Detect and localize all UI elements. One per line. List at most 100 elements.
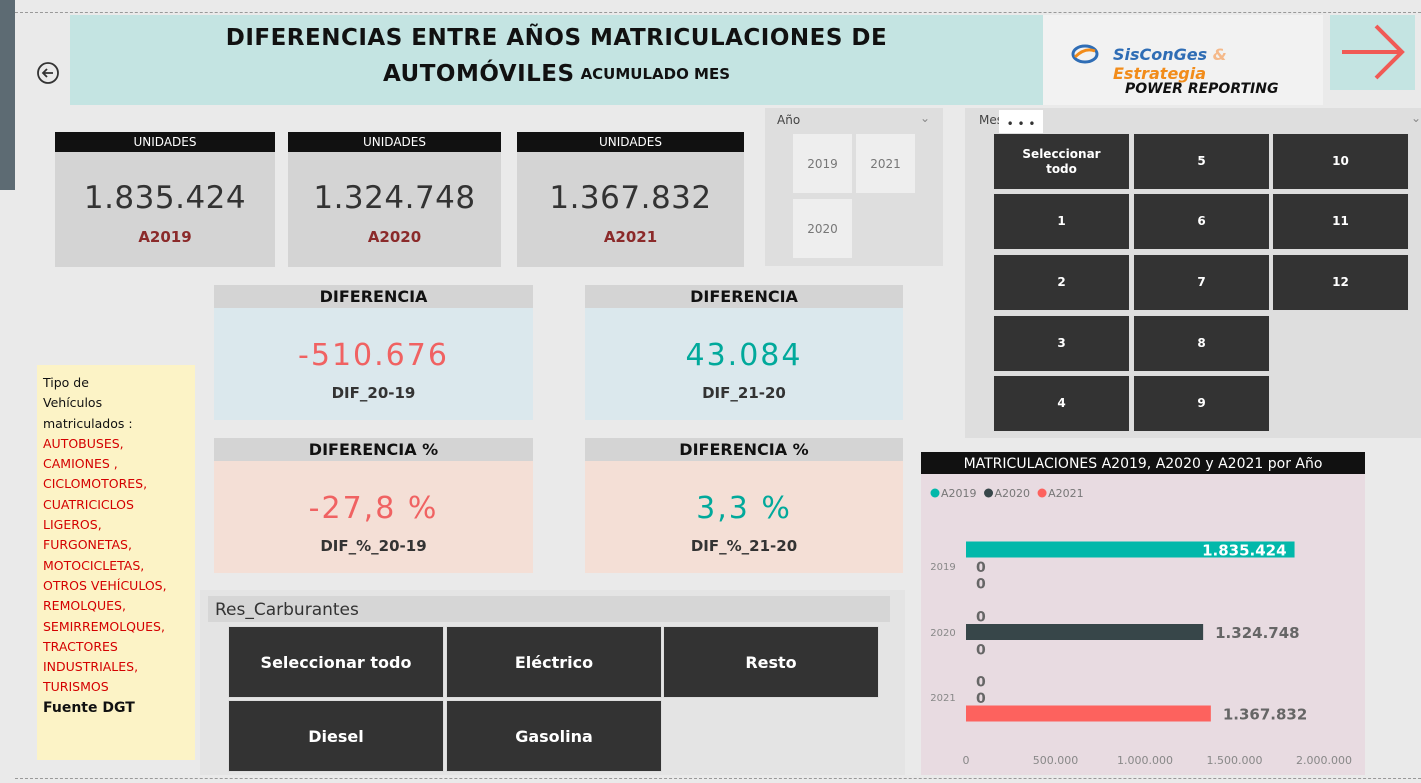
fuel-option[interactable]: Resto (663, 626, 879, 698)
month-option[interactable]: 7 (1133, 254, 1270, 311)
card-value: 1.835.424 (83, 180, 247, 216)
vehicle-type: REMOLQUES, (43, 598, 126, 614)
month-option[interactable]: 10 (1272, 133, 1409, 190)
diff-value: 3,3 % (696, 491, 792, 526)
card-label: A2019 (138, 228, 192, 246)
month-option[interactable]: 12 (1272, 254, 1409, 311)
note-items: AUTOBUSES, CAMIONES , CICLOMOTORES, CUATRIC… (43, 434, 189, 698)
legend-label: A2019 (941, 487, 977, 500)
vehicle-type: CUATRICICLOS LIGEROS, (43, 496, 134, 533)
vehicle-type: MOTOCICLETAS, (43, 557, 145, 573)
data-label: 0 (976, 675, 986, 691)
card-header: UNIDADES (55, 132, 275, 152)
logo-name2: Estrategia (1113, 64, 1207, 83)
year-option[interactable]: 2020 (793, 199, 852, 258)
back-button[interactable] (36, 61, 60, 85)
month-option[interactable]: 11 (1272, 193, 1409, 250)
logo-icon (1071, 44, 1099, 64)
diff-body: 3,3 % DIF_%_21-20 (585, 461, 903, 573)
bar (966, 624, 1204, 640)
card-header: UNIDADES (517, 132, 744, 152)
data-label: 0 (976, 560, 986, 576)
logo-tagline: POWER REPORTING (1125, 81, 1279, 97)
diff-body: -510.676 DIF_20-19 (214, 308, 533, 420)
card-header: UNIDADES (288, 132, 501, 152)
month-option[interactable]: 3 (993, 315, 1130, 372)
diff-value: -510.676 (298, 338, 449, 373)
vehicle-type: TURISMOS (43, 679, 109, 695)
data-label: 1.835.424 (1202, 542, 1286, 560)
x-tick-label: 2.000.000 (1296, 754, 1352, 767)
diff-header: DIFERENCIA % (214, 438, 533, 461)
month-option[interactable]: 1 (993, 193, 1130, 250)
month-option[interactable]: 5 (1133, 133, 1270, 190)
diff-label: DIF_%_20-19 (320, 537, 427, 555)
kpi-card: UNIDADES 1.835.424 A2019 (55, 132, 275, 267)
logo-text: SisConGes & Estrategia (1113, 45, 1323, 83)
note-source: Fuente DGT (43, 699, 135, 716)
diff-body: -27,8 % DIF_%_20-19 (214, 461, 533, 573)
month-option[interactable]: 9 (1133, 375, 1270, 432)
fuel-option[interactable]: Gasolina (446, 700, 662, 772)
y-tick-label: 2021 (930, 693, 955, 704)
fuel-slicer: Res_Carburantes Seleccionar todo Eléctric… (200, 590, 905, 775)
diff-header: DIFERENCIA (585, 285, 903, 308)
diff-header: DIFERENCIA (214, 285, 533, 308)
month-slicer-title: Mes (979, 113, 1003, 127)
vehicle-type: CAMIONES , (43, 456, 118, 472)
year-option[interactable]: 2019 (793, 134, 852, 193)
diff-value: -27,8 % (308, 491, 439, 526)
dropdown-chevron[interactable]: ⌄ (920, 111, 931, 125)
month-slicer: Mes • • • ⌄ Seleccionar todo 1 2 3 4 5 6 7 8 9 10 1… (965, 108, 1421, 438)
card-value: 1.324.748 (313, 180, 476, 216)
year-slicer: Año ⌄ 2019 2021 2020 (765, 108, 943, 266)
month-option[interactable]: 4 (993, 375, 1130, 432)
vehicle-type: FURGONETAS, (43, 537, 132, 553)
fuel-option[interactable]: Eléctrico (446, 626, 662, 698)
diff-body: 43.084 DIF_21-20 (585, 308, 903, 420)
logo-name: SisConGes (1113, 45, 1208, 64)
diff-label: DIF_%_21-20 (690, 537, 798, 555)
logo: SisConGes & Estrategia POWER REPORTING (1043, 15, 1323, 105)
vehicle-type: TRACTORES INDUSTRIALES, (43, 638, 139, 675)
diff-label: DIF_20-19 (331, 384, 416, 402)
legend-marker (930, 488, 940, 498)
bar (966, 541, 1295, 558)
top-border (15, 12, 1421, 13)
diff-header: DIFERENCIA % (585, 438, 903, 461)
legend-marker (984, 488, 994, 498)
x-tick-label: 1.500.000 (1207, 754, 1263, 767)
side-panel (0, 0, 15, 190)
logo-amp: & (1212, 45, 1227, 64)
card-label: A2021 (603, 228, 658, 246)
vehicle-types-note: Tipo de Vehículos matriculados : AUTOBUS… (37, 365, 195, 760)
chart-title-bar (921, 452, 1365, 474)
note-heading: Tipo de Vehículos matriculados : (43, 375, 133, 431)
dropdown-chevron[interactable]: ⌄ (1411, 111, 1421, 125)
x-tick-label: 500.000 (1033, 754, 1079, 767)
month-option[interactable]: 2 (993, 254, 1130, 311)
vehicle-type: AUTOBUSES, (43, 435, 124, 451)
y-tick-label: 2019 (930, 562, 955, 573)
data-label: 0 (976, 691, 986, 707)
bar (966, 705, 1211, 722)
next-button[interactable] (1330, 15, 1415, 90)
x-tick-label: 1.000.000 (1117, 754, 1173, 767)
header-panel: DIFERENCIAS ENTRE AÑOS MATRICULACIONES D… (70, 15, 1043, 105)
month-option[interactable]: 6 (1133, 193, 1270, 250)
title-line1: DIFERENCIAS ENTRE AÑOS MATRICULACIONES D… (225, 25, 888, 51)
legend-label: A2020 (995, 487, 1031, 500)
month-option[interactable]: Seleccionar todo (993, 133, 1130, 190)
data-label: 0 (976, 610, 986, 626)
next-arrow (1342, 24, 1405, 80)
month-option[interactable]: 8 (1133, 315, 1270, 372)
vehicle-type: OTROS VEHÍCULOS, (43, 577, 167, 593)
legend-marker (1037, 488, 1047, 498)
fuel-option[interactable]: Seleccionar todo (228, 626, 444, 698)
title-line2: AUTOMÓVILES ACUMULADO MES (70, 61, 1043, 87)
year-option[interactable]: 2021 (856, 134, 915, 193)
data-label: 1.324.748 (1215, 624, 1299, 642)
title-main: AUTOMÓVILES (382, 61, 575, 87)
fuel-option[interactable]: Diesel (228, 700, 444, 772)
